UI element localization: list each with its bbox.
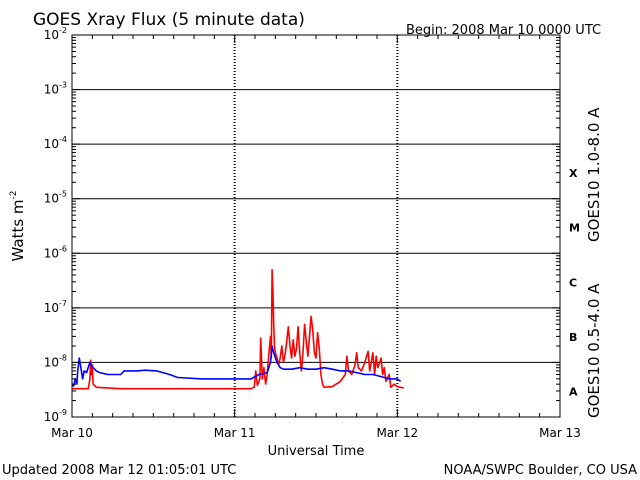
y-tick-label: 10-7 [44,299,67,315]
y-tick-label-base: 10 [44,246,59,260]
y-axis-label: Watts m-2 [9,190,27,261]
x-tick-label: Mar 12 [376,426,418,440]
grid-lines [72,35,560,417]
y-tick-label-power: -3 [59,81,67,90]
legend-series-long: GOES10 1.0-8.0 A [585,107,603,242]
flare-class-label-b: B [569,331,577,344]
y-tick-label-base: 10 [44,137,59,151]
y-tick-label: 10-6 [44,244,67,260]
y-tick-label-power: -5 [59,190,67,199]
y-tick-label-base: 10 [44,192,59,206]
footer-updated: Updated 2008 Mar 12 01:05:01 UTC [2,463,236,478]
y-tick-label-base: 10 [44,355,59,369]
series-line-long [72,268,404,390]
y-tick-label-base: 10 [44,301,59,315]
chart-title: GOES Xray Flux (5 minute data) [33,10,305,30]
x-tick-label: Mar 10 [51,426,93,440]
y-axis-label-exponent: -2 [9,190,19,199]
plot-frame [71,34,561,418]
y-tick-label-power: -2 [59,26,67,35]
footer-credit: NOAA/SWPC Boulder, CO USA [444,463,637,478]
series-layer [71,268,404,390]
flare-class-label-a: A [569,385,578,398]
y-tick-label: 10-4 [44,135,67,151]
begin-label: Begin: 2008 Mar 10 0000 UTC [406,23,601,38]
series-line-short [71,345,402,387]
y-tick-label: 10-3 [44,81,67,97]
y-tick-label: 10-8 [44,353,67,369]
legend-series-short: GOES10 0.5-4.0 A [585,283,603,418]
y-tick-label: 10-5 [44,190,67,206]
y-tick-label-base: 10 [44,28,59,42]
y-tick-label-power: -6 [59,244,67,253]
flare-class-label-x: X [569,167,578,180]
y-tick-label-base: 10 [44,83,59,97]
x-tick-label: Mar 13 [539,426,581,440]
x-axis-label: Universal Time [268,444,365,459]
y-tick-label: 10-2 [44,26,67,42]
y-tick-label-power: -7 [59,299,67,308]
flare-class-label-c: C [569,276,577,289]
y-tick-label: 10-9 [44,408,67,424]
y-tick-label-power: -4 [59,135,67,144]
y-tick-label-base: 10 [44,410,59,424]
y-tick-label-power: -9 [59,408,67,417]
x-tick-label: Mar 11 [214,426,256,440]
y-axis-label-text: Watts m [9,199,27,261]
y-tick-label-power: -8 [59,353,67,362]
flare-class-label-m: M [569,222,580,235]
